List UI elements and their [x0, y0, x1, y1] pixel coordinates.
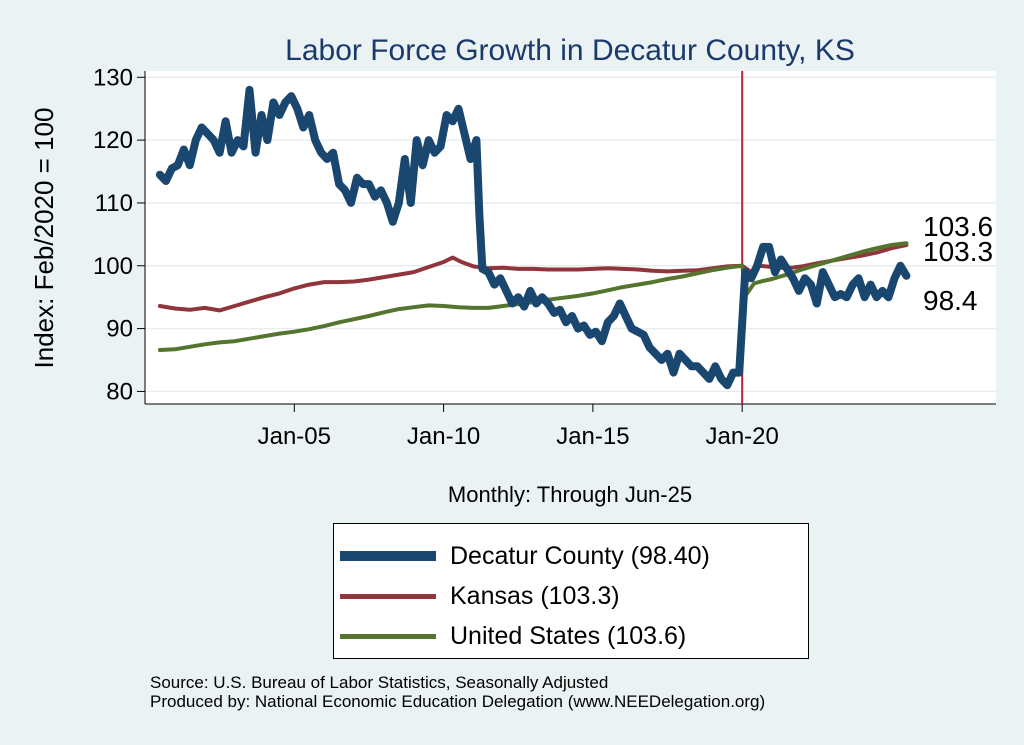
produced-by-note: Produced by: National Economic Education…: [150, 692, 766, 711]
plot-area: [145, 71, 996, 404]
legend-item-us: United States (103.6): [340, 620, 686, 652]
axes: [137, 71, 996, 412]
legend-label-us: United States (103.6): [450, 621, 687, 650]
x-tick-label-Jan-15: Jan-15: [556, 423, 629, 450]
chart-title: Labor Force Growth in Decatur County, KS: [285, 34, 855, 67]
x-tick-label-Jan-20: Jan-20: [705, 423, 778, 450]
legend-item-kansas: Kansas (103.3): [340, 580, 620, 612]
legend-swatch-decatur: [340, 551, 436, 561]
y-tick-label-120: 120: [93, 127, 133, 154]
y-tick-label-130: 130: [93, 64, 133, 91]
y-tick-label-90: 90: [106, 316, 133, 343]
y-tick-label-80: 80: [106, 378, 133, 405]
y-tick-label-110: 110: [95, 190, 133, 217]
x-axis-title: Monthly: Through Jun-25: [448, 482, 692, 507]
legend-swatch-us: [340, 633, 436, 639]
footer: Source: U.S. Bureau of Labor Statistics,…: [150, 673, 765, 711]
y-tick-label-100: 100: [93, 253, 133, 280]
legend-item-decatur: Decatur County (98.40): [340, 540, 710, 572]
x-tick-label-Jan-10: Jan-10: [407, 423, 480, 450]
series-group: [155, 85, 911, 390]
source-note: Source: U.S. Bureau of Labor Statistics,…: [150, 673, 609, 692]
gridlines: [145, 76, 996, 393]
x-tick-label-Jan-05: Jan-05: [258, 423, 331, 450]
end-label-kansas: 103.3: [923, 236, 993, 267]
tick-labels: 80 90 100 110 120 130 Jan-05 Jan-10 Jan-15 Jan-20: [93, 64, 779, 450]
legend-swatch-kansas: [340, 593, 436, 599]
y-axis-title: Index: Feb/2020 = 100: [29, 108, 59, 369]
end-label-united-states: 103.6: [923, 211, 993, 242]
legend-label-decatur: Decatur County (98.40): [450, 541, 710, 570]
legend-label-kansas: Kansas (103.3): [450, 581, 620, 610]
series-line-decatur-county: [155, 85, 911, 390]
end-label-decatur-county: 98.4: [923, 285, 978, 316]
legend: Decatur County (98.40) Kansas (103.3) Un…: [333, 523, 809, 659]
